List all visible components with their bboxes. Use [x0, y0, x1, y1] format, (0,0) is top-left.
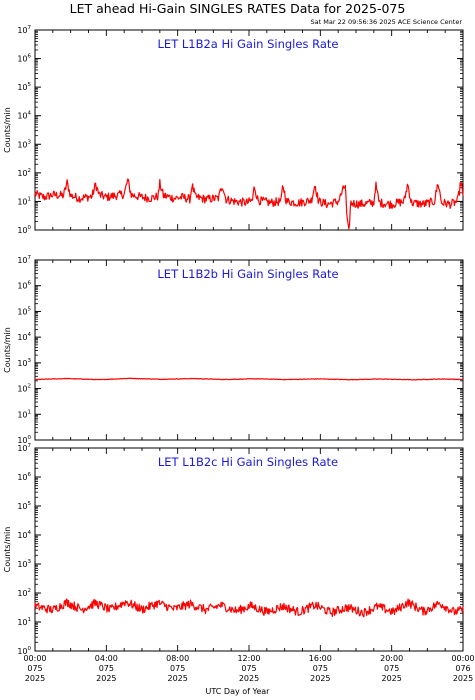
y-tick-label: 105 — [17, 306, 31, 316]
y-tick-label: 104 — [17, 332, 31, 342]
panel-title: LET L1B2a Hi Gain Singles Rate — [158, 37, 339, 51]
chart-panel-3: 100 101 102 103 104 105 106 107 Counts/min LET L1… — [3, 443, 464, 656]
chart-panel-1: 100 101 102 103 104 105 106 107 Counts/min LET L1… — [3, 25, 464, 235]
panel-title: LET L1B2b Hi Gain Singles Rate — [157, 267, 338, 281]
y-tick-label: 105 — [17, 501, 31, 511]
x-tick-time: 16:00 — [309, 654, 332, 663]
x-tick-time: 04:00 — [95, 654, 118, 663]
panels: 100 101 102 103 104 105 106 107 Counts/min LET L1… — [3, 25, 464, 656]
x-tick-time: 12:00 — [237, 654, 260, 663]
plot-frame — [34, 447, 464, 652]
x-tick-time: 00:00 — [451, 654, 474, 663]
y-tick-label: 102 — [17, 168, 31, 178]
x-tick-year: 2025 — [96, 674, 116, 683]
y-axis-label: Counts/min — [3, 327, 12, 373]
series-line — [34, 377, 464, 381]
figure-title: LET ahead Hi-Gain SINGLES RATES Data for… — [70, 1, 406, 16]
y-tick-label: 104 — [17, 111, 31, 121]
x-tick-year: 2025 — [310, 674, 330, 683]
x-tick-time: 08:00 — [166, 654, 189, 663]
x-tick-time: 00:00 — [23, 654, 46, 663]
y-tick-label: 106 — [17, 281, 31, 291]
x-tick-doy: 076 — [455, 664, 470, 673]
figure-subtitle: Sat Mar 22 09:56:36 2025 ACE Science Cen… — [311, 18, 463, 26]
plot-frame — [34, 259, 464, 441]
y-tick-label: 103 — [17, 139, 31, 149]
y-tick-label: 107 — [17, 25, 31, 35]
x-tick-year: 2025 — [381, 674, 401, 683]
y-tick-label: 107 — [17, 255, 31, 265]
x-tick-doy: 075 — [99, 664, 114, 673]
y-tick-label: 101 — [17, 196, 31, 206]
series-line — [34, 178, 464, 230]
series-line — [34, 598, 464, 618]
y-tick-label: 103 — [17, 559, 31, 569]
x-tick-year: 2025 — [239, 674, 259, 683]
y-tick-label: 103 — [17, 358, 31, 368]
x-tick-year: 2025 — [167, 674, 187, 683]
y-tick-label: 106 — [17, 54, 31, 64]
y-tick-label: 100 — [17, 435, 31, 445]
y-tick-label: 100 — [17, 225, 31, 235]
y-axis-label: Counts/min — [3, 527, 12, 573]
x-tick-doy: 075 — [170, 664, 185, 673]
y-tick-label: 106 — [17, 472, 31, 482]
y-tick-label: 104 — [17, 530, 31, 540]
x-tick-year: 2025 — [25, 674, 45, 683]
y-tick-label: 100 — [17, 646, 31, 656]
x-axis-label: UTC Day of Year — [206, 687, 271, 696]
x-tick-doy: 075 — [384, 664, 399, 673]
y-tick-label: 102 — [17, 588, 31, 598]
y-tick-label: 101 — [17, 617, 31, 627]
x-axis-labels: 00:00075202504:00075202508:00075202512:0… — [23, 654, 474, 683]
x-tick-doy: 075 — [241, 664, 256, 673]
y-tick-label: 107 — [17, 443, 31, 453]
y-tick-label: 105 — [17, 82, 31, 92]
x-tick-doy: 075 — [27, 664, 42, 673]
x-tick-doy: 075 — [313, 664, 328, 673]
x-tick-time: 20:00 — [380, 654, 403, 663]
y-axis-label: Counts/min — [3, 107, 12, 153]
panel-title: LET L1B2c Hi Gain Singles Rate — [158, 455, 338, 469]
y-tick-label: 102 — [17, 384, 31, 394]
y-tick-label: 101 — [17, 409, 31, 419]
x-tick-year: 2025 — [453, 674, 473, 683]
chart-panel-2: 100 101 102 103 104 105 106 107 Counts/min LET L1… — [3, 255, 464, 445]
